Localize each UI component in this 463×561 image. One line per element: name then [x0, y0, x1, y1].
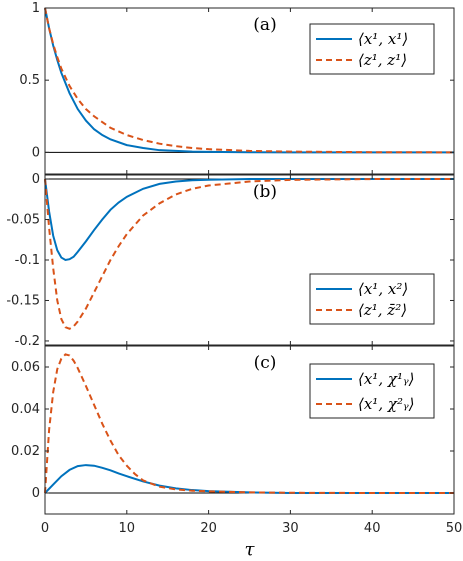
y-tick-label: 0	[32, 486, 40, 501]
x-tick-label: 30	[282, 521, 299, 536]
legend-box	[309, 273, 435, 325]
panel-label: (c)	[254, 353, 277, 373]
legend-entry-1: ⟨z¹, z̄²⟩	[358, 301, 407, 319]
y-tick-label: 0.5	[19, 73, 40, 88]
panel-label: (b)	[253, 182, 277, 202]
series-line-1	[44, 353, 454, 494]
legend: ⟨x¹, x²⟩ ⟨z¹, z̄²⟩	[309, 273, 435, 325]
x-tick-label: 40	[364, 521, 381, 536]
x-axis-label: τ	[245, 539, 256, 560]
panel-2: 00.020.040.060 10 20 30 40 50τ(c)⟨x¹, χ¹ᵧ⟩⟨x¹…	[11, 345, 463, 560]
series-line-1	[44, 7, 455, 154]
y-tick-label: 1	[32, 1, 40, 16]
axes-box	[44, 345, 455, 515]
series-line-1	[44, 178, 454, 330]
y-tick-label: -0.15	[6, 293, 40, 308]
legend-entry-1: ⟨z¹, z¹⟩	[358, 51, 407, 69]
legend: ⟨x¹, χ¹ᵧ⟩ ⟨x¹, χ²ᵧ⟩	[309, 363, 435, 419]
legend-entry-0: ⟨x¹, x¹⟩	[358, 30, 408, 48]
y-tick-label: -0.1	[15, 253, 40, 268]
panel-0: 0 0.5 1 (a) ⟨x¹, x¹⟩ ⟨z¹, z¹⟩	[19, 1, 455, 175]
y-tick-label: 0.04	[11, 402, 40, 417]
x-tick-label: 20	[200, 521, 217, 536]
x-tick-label: 50	[446, 521, 463, 536]
panel-1: 0 -0.05 -0.1 -0.15 -0.2 (b) ⟨x¹, x²⟩ ⟨z¹, z̄²⟩	[6, 172, 455, 349]
legend: ⟨x¹, x¹⟩ ⟨z¹, z¹⟩	[309, 23, 435, 75]
legend-box	[309, 23, 435, 75]
y-tick-label: -0.2	[15, 334, 40, 349]
y-tick-label: 0	[32, 172, 40, 187]
axes-box	[44, 7, 455, 175]
legend-entry-0: ⟨x¹, χ¹ᵧ⟩	[358, 370, 414, 388]
series-line-0	[44, 464, 454, 494]
series-line-0	[44, 7, 454, 154]
legend-box	[309, 363, 435, 419]
legend-entry-0: ⟨x¹, x²⟩	[358, 280, 408, 298]
y-tick-label: 0	[32, 145, 40, 160]
series-line-0	[44, 178, 454, 262]
y-tick-label: 0.02	[11, 444, 40, 459]
y-tick-label: -0.05	[6, 213, 40, 228]
x-tick-label: 10	[119, 521, 136, 536]
panel-label: (a)	[253, 15, 276, 35]
legend-entry-1: ⟨x¹, χ²ᵧ⟩	[358, 395, 414, 413]
x-tick-label: 0	[41, 521, 49, 536]
y-tick-label: 0.06	[11, 360, 40, 375]
